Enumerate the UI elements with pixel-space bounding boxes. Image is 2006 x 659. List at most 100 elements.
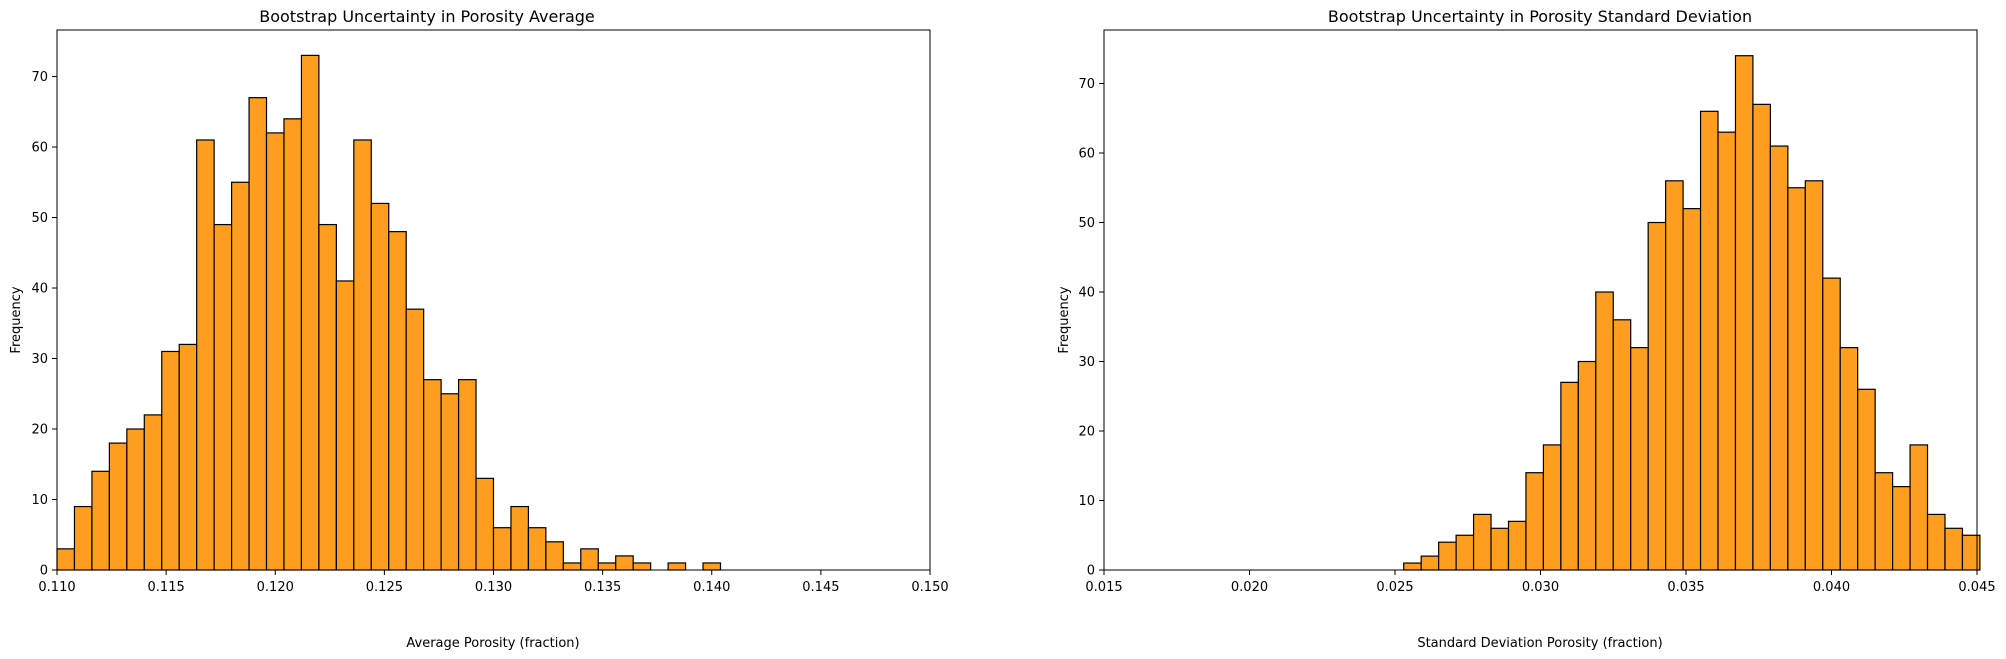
histogram-bar <box>196 139 215 571</box>
histogram-panel-stddev: Bootstrap Uncertainty in Porosity Standa… <box>1057 7 1996 651</box>
histogram-bar <box>1804 180 1824 571</box>
histogram-bar <box>1403 562 1422 571</box>
y-tick-label: 30 <box>1078 355 1095 370</box>
histogram-bar <box>597 562 617 571</box>
histogram-bar <box>1839 347 1859 571</box>
histogram-bar <box>1665 180 1684 571</box>
histogram-bar <box>283 118 303 571</box>
x-axis-label: Average Porosity (fraction) <box>406 636 579 651</box>
histogram-bar <box>1490 527 1510 571</box>
histogram-bar <box>580 548 599 571</box>
histogram-bar <box>56 548 76 571</box>
histogram-bar <box>562 562 582 571</box>
histogram-bar <box>1438 541 1457 571</box>
histogram-bar <box>1560 381 1579 571</box>
y-tick-label: 0 <box>1087 564 1095 579</box>
x-tick-label: 0.040 <box>1813 580 1850 595</box>
histogram-bar <box>1682 208 1702 571</box>
histogram-bar <box>1612 319 1632 571</box>
histogram-bar <box>213 223 233 571</box>
x-tick-label: 0.135 <box>584 580 621 595</box>
histogram-bar <box>335 280 355 571</box>
y-axis-ticks: 0 10 20 30 40 50 60 70 <box>31 70 57 579</box>
histogram-bar <box>161 350 180 571</box>
histogram-bar <box>632 562 652 571</box>
y-tick-label: 60 <box>31 141 48 156</box>
y-tick-label: 30 <box>31 352 48 367</box>
x-tick-label: 0.150 <box>911 580 948 595</box>
y-tick-label: 10 <box>1078 494 1095 509</box>
histogram-bar <box>423 379 442 571</box>
histogram-bar <box>231 181 250 571</box>
x-tick-label: 0.130 <box>475 580 512 595</box>
histogram-bar <box>1472 513 1492 571</box>
x-tick-label: 0.145 <box>802 580 839 595</box>
histogram-bar <box>667 562 687 571</box>
y-axis-label: Frequency <box>9 286 24 353</box>
x-axis-label: Standard Deviation Porosity (fraction) <box>1417 636 1662 651</box>
histogram-bar <box>143 414 163 571</box>
histogram-bar <box>457 379 477 571</box>
y-tick-label: 50 <box>1078 216 1095 231</box>
bars <box>1403 55 1981 571</box>
histogram-bar <box>440 393 460 571</box>
y-tick-label: 0 <box>40 564 48 579</box>
histogram-bar <box>1647 221 1667 571</box>
histogram-bar <box>1525 472 1545 571</box>
bars <box>56 54 722 571</box>
x-tick-label: 0.115 <box>148 580 185 595</box>
histogram-bar <box>1926 513 1946 571</box>
histogram-bar <box>370 202 390 571</box>
histogram-bar <box>1507 520 1527 571</box>
histogram-bar <box>265 132 285 571</box>
histogram-bar <box>615 555 634 571</box>
histogram-bar <box>1752 103 1771 571</box>
y-tick-label: 50 <box>31 211 48 226</box>
histogram-bar <box>108 442 128 571</box>
x-axis-ticks: 0.015 0.020 0.025 0.030 0.035 0.040 0.045 <box>1085 570 1996 595</box>
histogram-bar <box>475 477 495 571</box>
histogram-bar <box>1944 527 1964 571</box>
y-tick-label: 70 <box>1078 77 1095 92</box>
histogram-bar <box>1787 187 1806 571</box>
histogram-bar <box>1909 444 1929 571</box>
x-tick-label: 0.030 <box>1522 580 1559 595</box>
histogram-bar <box>527 527 547 571</box>
plot-frame <box>1103 29 1978 571</box>
y-axis-ticks: 0 10 20 30 40 50 60 70 <box>1078 77 1104 579</box>
x-tick-label: 0.120 <box>257 580 294 595</box>
histogram-bar <box>126 428 145 571</box>
histogram-bar <box>91 470 110 571</box>
histogram-bar <box>1420 555 1440 571</box>
histogram-bar <box>1699 110 1719 571</box>
histogram-bar <box>405 308 425 571</box>
histogram-bar <box>1595 291 1614 571</box>
x-tick-label: 0.110 <box>38 580 75 595</box>
chart-title: Bootstrap Uncertainty in Porosity Standa… <box>1328 7 1752 26</box>
histogram-bar <box>1455 534 1475 571</box>
histogram-bar <box>1822 277 1841 571</box>
histogram-bar <box>178 343 198 571</box>
histogram-bar <box>1734 55 1754 571</box>
histogram-bar <box>1857 388 1876 571</box>
histogram-bar <box>702 562 722 571</box>
x-tick-label: 0.015 <box>1085 580 1122 595</box>
histogram-bar <box>1577 360 1597 571</box>
histogram-bar <box>1630 347 1649 571</box>
histogram-bar <box>1892 486 1911 571</box>
y-axis-label: Frequency <box>1057 286 1072 353</box>
x-tick-label: 0.025 <box>1376 580 1413 595</box>
histogram-bar <box>248 97 268 571</box>
y-tick-label: 20 <box>31 423 48 438</box>
x-tick-label: 0.140 <box>693 580 730 595</box>
x-tick-label: 0.020 <box>1231 580 1268 595</box>
plot-frame <box>56 29 931 571</box>
histogram-bar <box>318 223 337 571</box>
x-axis-ticks: 0.110 0.115 0.120 0.125 0.130 0.135 0.140 0.145… <box>38 570 949 595</box>
y-tick-label: 70 <box>31 70 48 85</box>
y-tick-label: 40 <box>31 282 48 297</box>
y-tick-label: 20 <box>1078 425 1095 440</box>
x-tick-label: 0.035 <box>1667 580 1704 595</box>
y-tick-label: 60 <box>1078 147 1095 162</box>
